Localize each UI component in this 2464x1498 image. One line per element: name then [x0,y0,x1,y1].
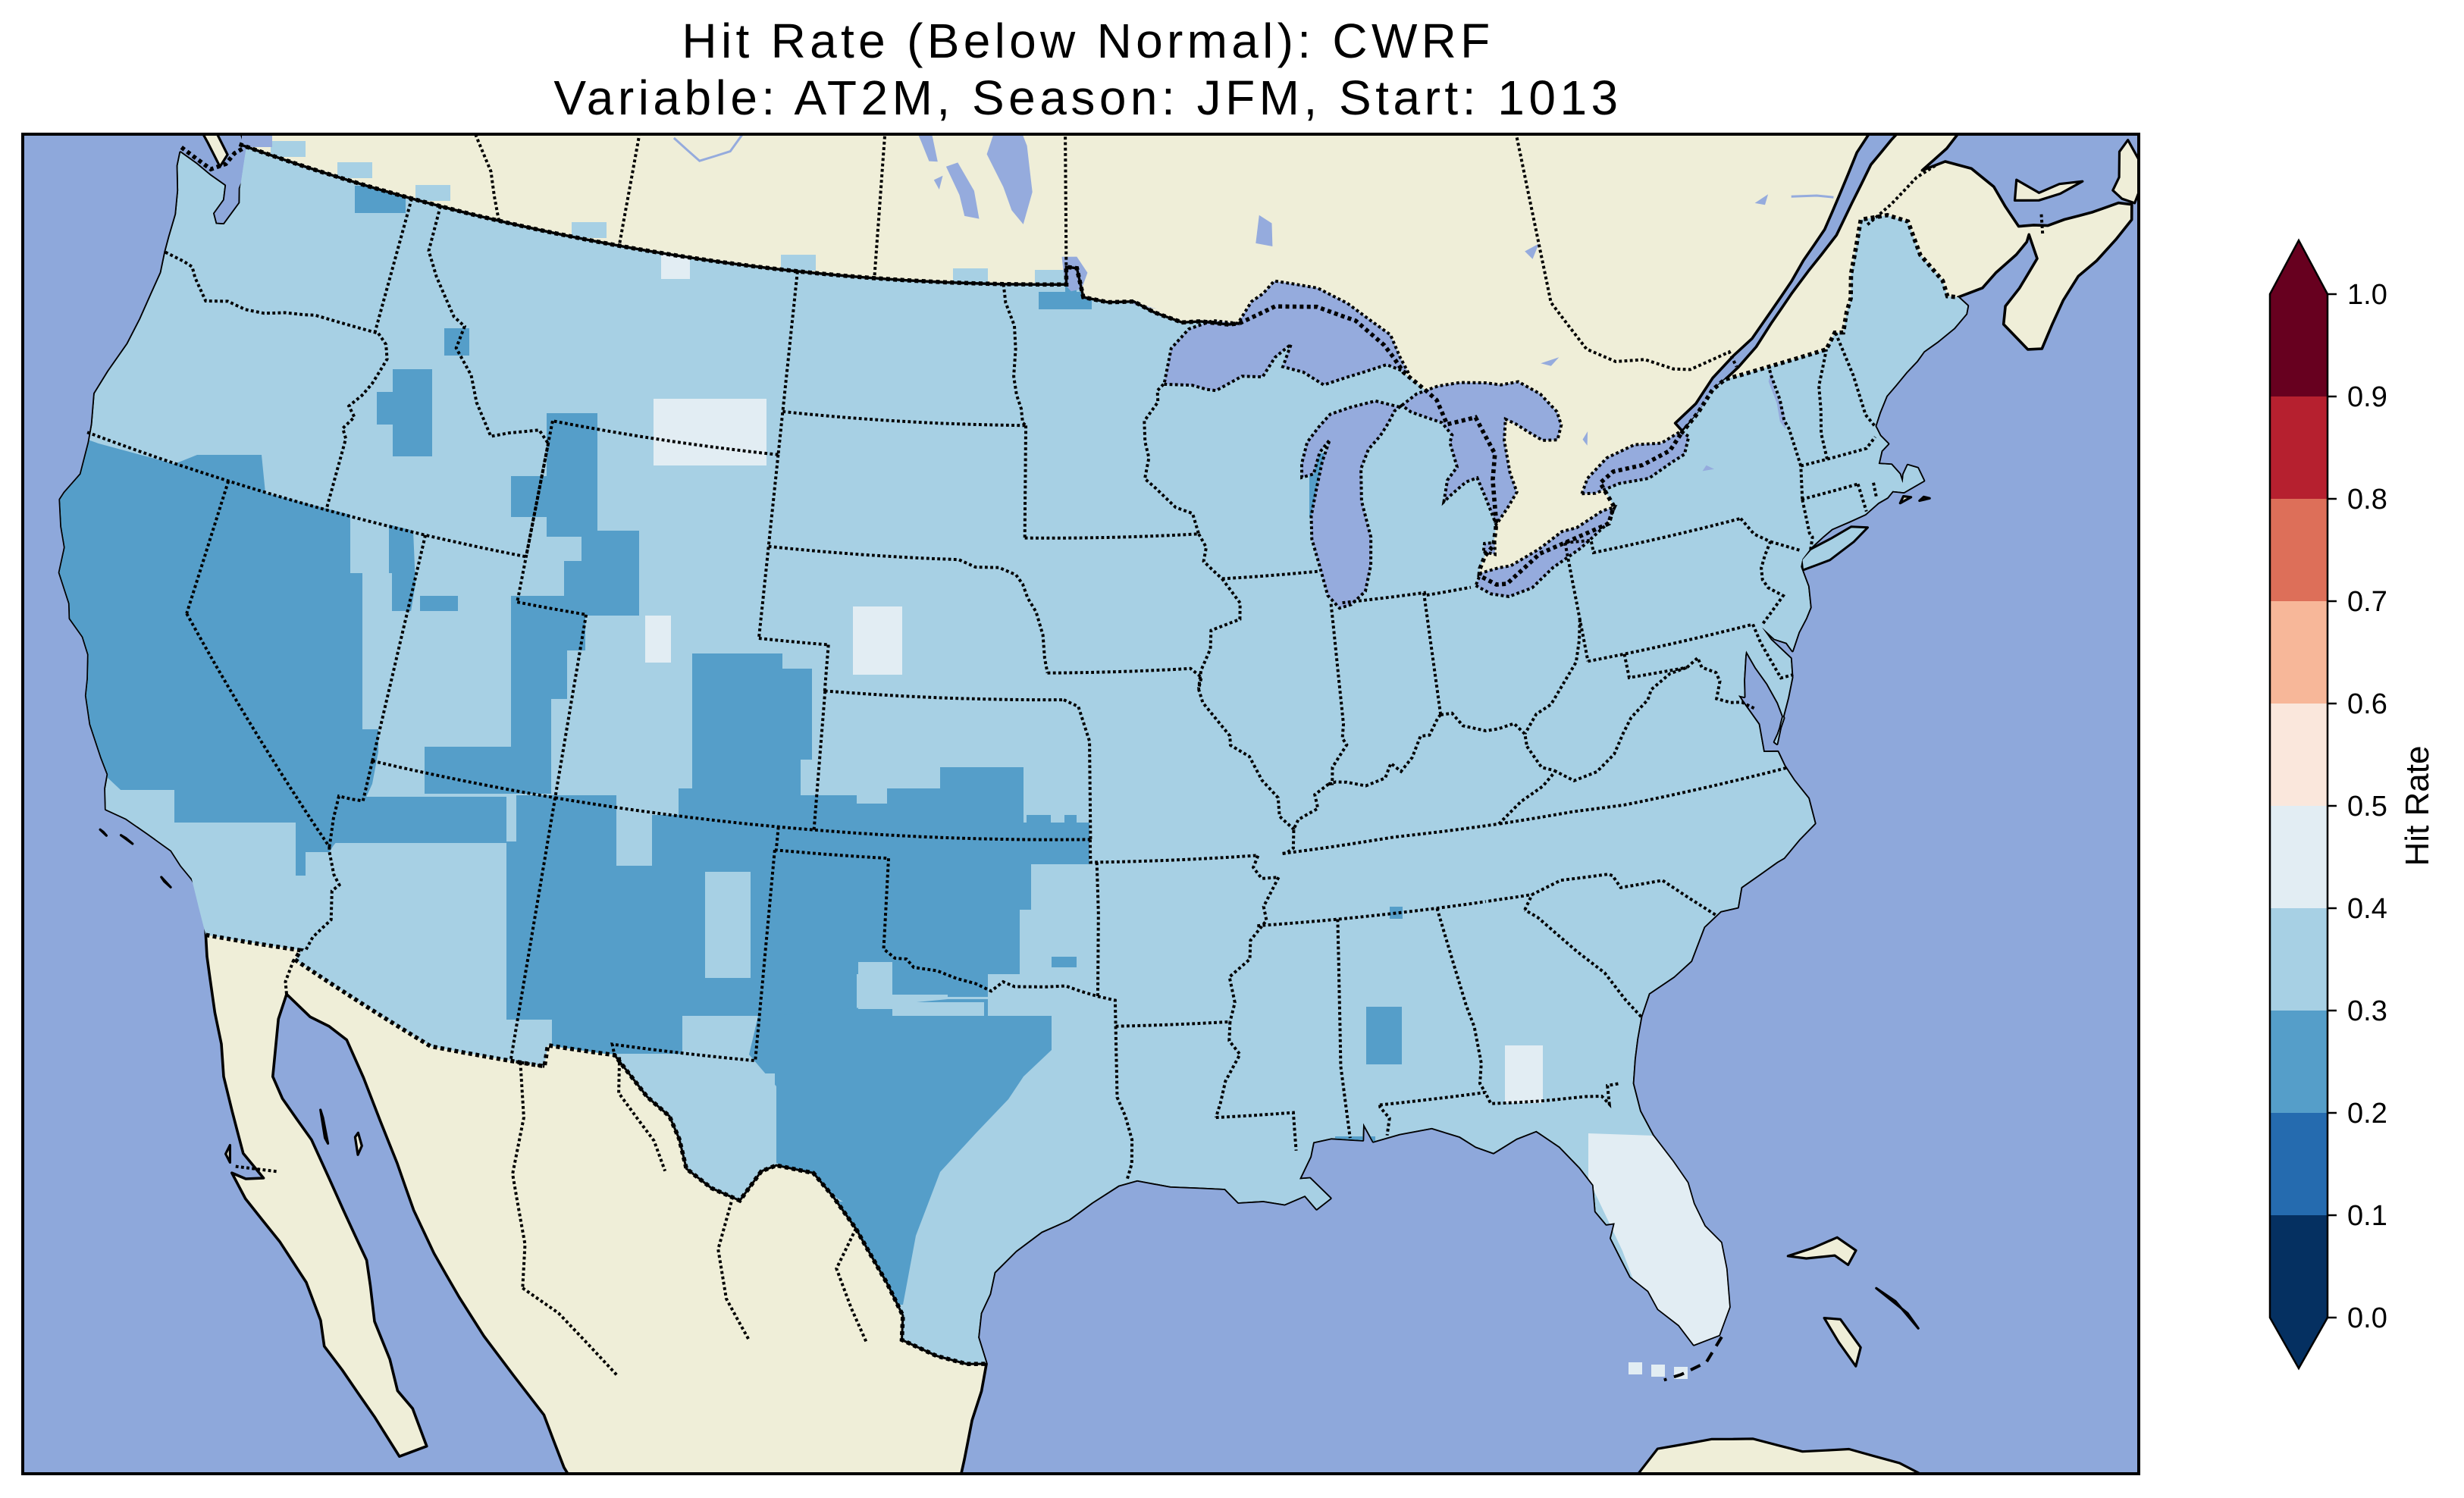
svg-text:Hit Rate (Below Normal): CWRF: Hit Rate (Below Normal): CWRF [682,14,1494,68]
svg-text:0.3: 0.3 [2347,995,2387,1027]
svg-text:0.4: 0.4 [2347,893,2387,925]
svg-text:0.1: 0.1 [2347,1200,2387,1232]
svg-text:1.0: 1.0 [2347,279,2387,311]
svg-text:0.9: 0.9 [2347,381,2387,413]
svg-text:Hit Rate: Hit Rate [2399,746,2436,867]
svg-text:0.5: 0.5 [2347,791,2387,823]
svg-text:Variable: AT2M, Season: JFM, S: Variable: AT2M, Season: JFM, Start: 1013 [553,71,1622,125]
svg-text:0.0: 0.0 [2347,1302,2387,1334]
svg-text:0.6: 0.6 [2347,688,2387,720]
svg-text:0.2: 0.2 [2347,1098,2387,1130]
svg-text:0.7: 0.7 [2347,586,2387,618]
svg-text:0.8: 0.8 [2347,484,2387,516]
